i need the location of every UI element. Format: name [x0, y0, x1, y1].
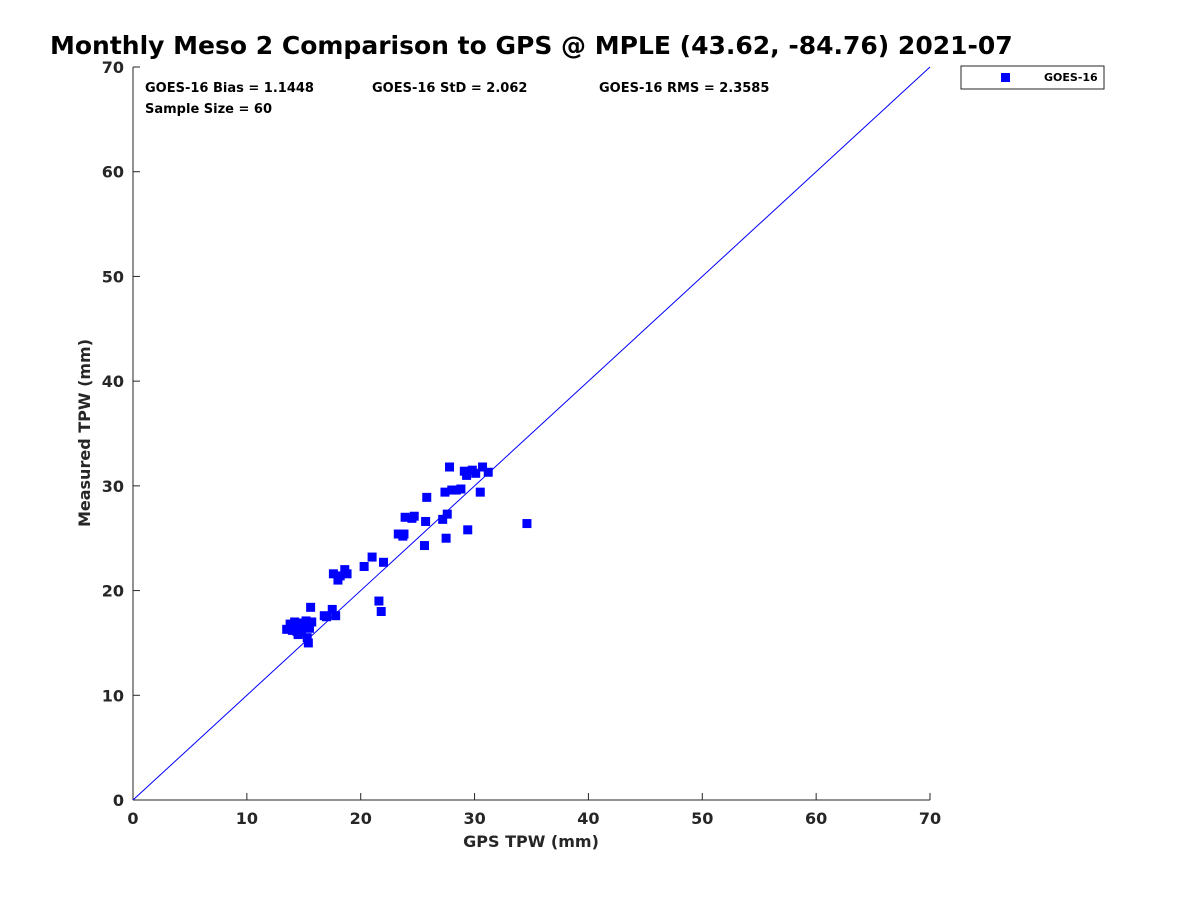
y-tick-label: 70: [102, 58, 124, 77]
data-point: [422, 492, 432, 502]
data-point: [327, 604, 337, 614]
data-point: [322, 612, 332, 622]
data-point: [463, 525, 473, 535]
data-point: [282, 624, 292, 634]
data-point: [451, 485, 461, 495]
data-point: [359, 561, 369, 571]
data-point: [441, 533, 451, 543]
data-point: [438, 514, 448, 524]
legend-label: GOES-16: [1044, 71, 1098, 84]
plot-area: [132, 67, 930, 801]
data-point: [393, 529, 403, 539]
data-point: [399, 529, 409, 539]
data-point: [342, 569, 352, 579]
y-tick-label: 40: [102, 372, 124, 391]
data-point: [440, 487, 450, 497]
data-point: [378, 557, 388, 567]
data-point: [367, 552, 377, 562]
data-point: [471, 468, 481, 478]
data-point: [478, 462, 488, 472]
x-tick-label: 10: [236, 809, 258, 828]
data-point: [303, 622, 313, 632]
rms-stat: GOES-16 RMS = 2.3585: [599, 81, 769, 96]
data-point: [522, 519, 532, 529]
data-point: [445, 462, 455, 472]
x-axis-label: GPS TPW (mm): [463, 832, 599, 851]
sample-size-stat: Sample Size = 60: [145, 102, 272, 117]
data-point: [442, 509, 452, 519]
x-tick-label: 40: [577, 809, 599, 828]
data-point: [400, 512, 410, 522]
data-point: [294, 618, 304, 628]
y-tick-label: 20: [102, 582, 124, 601]
data-point: [331, 611, 341, 621]
data-point: [374, 596, 384, 606]
y-tick-label: 30: [102, 477, 124, 496]
data-points: [282, 462, 532, 648]
data-point: [328, 569, 338, 579]
legend-box: [960, 65, 1105, 90]
data-point: [483, 467, 493, 477]
x-ticks: 0 10 20 30 40 50 60 70: [127, 793, 941, 828]
y-tick-label: 50: [102, 267, 124, 286]
x-tick-label: 70: [919, 809, 941, 828]
data-point: [462, 470, 472, 480]
y-tick-label: 60: [102, 163, 124, 182]
data-point: [335, 571, 345, 581]
data-point: [421, 516, 431, 526]
chart-title: Monthly Meso 2 Comparison to GPS @ MPLE …: [50, 31, 1013, 60]
legend-marker-square: [1001, 73, 1010, 82]
data-point: [447, 485, 457, 495]
x-tick-label: 50: [691, 809, 713, 828]
x-tick-label: 0: [127, 809, 138, 828]
y-ticks: 0 10 20 30 40 50 60 70: [102, 58, 140, 810]
data-point: [307, 617, 317, 627]
data-point: [303, 638, 313, 648]
y-tick-label: 0: [113, 791, 124, 810]
one-to-one-reference-line: [132, 66, 931, 801]
data-point: [292, 626, 302, 636]
bias-stat: GOES-16 Bias = 1.1448: [145, 81, 314, 96]
x-tick-label: 60: [805, 809, 827, 828]
legend[interactable]: GOES-16: [960, 65, 1105, 90]
data-point: [302, 633, 312, 643]
data-point: [297, 627, 307, 637]
data-point: [409, 511, 419, 521]
std-stat: GOES-16 StD = 2.062: [372, 81, 527, 96]
x-tick-label: 30: [463, 809, 485, 828]
data-point: [456, 484, 466, 494]
data-point: [289, 620, 299, 630]
data-point: [376, 607, 386, 617]
y-tick-label: 10: [102, 686, 124, 705]
x-tick-label: 20: [350, 809, 372, 828]
y-axis-label: Measured TPW (mm): [75, 339, 94, 527]
data-point: [306, 602, 316, 612]
data-point: [419, 541, 429, 551]
data-point: [475, 487, 485, 497]
